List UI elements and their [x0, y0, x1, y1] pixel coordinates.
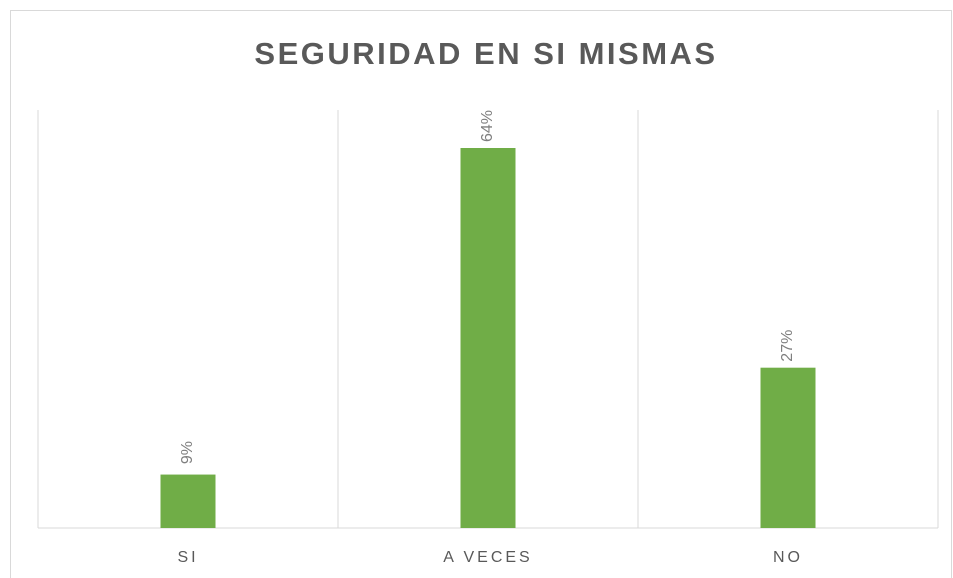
bar: [760, 367, 816, 528]
bar: [460, 148, 516, 528]
chart-title: SEGURIDAD EN SI MISMAS: [254, 36, 717, 71]
value-label: 64%: [479, 110, 496, 142]
x-tick-label: NO: [773, 549, 803, 566]
value-label: 9%: [179, 441, 196, 464]
bar: [160, 474, 216, 528]
x-tick-label: SI: [177, 549, 198, 566]
value-label: 27%: [779, 330, 796, 362]
x-tick-label: A VECES: [443, 549, 532, 566]
